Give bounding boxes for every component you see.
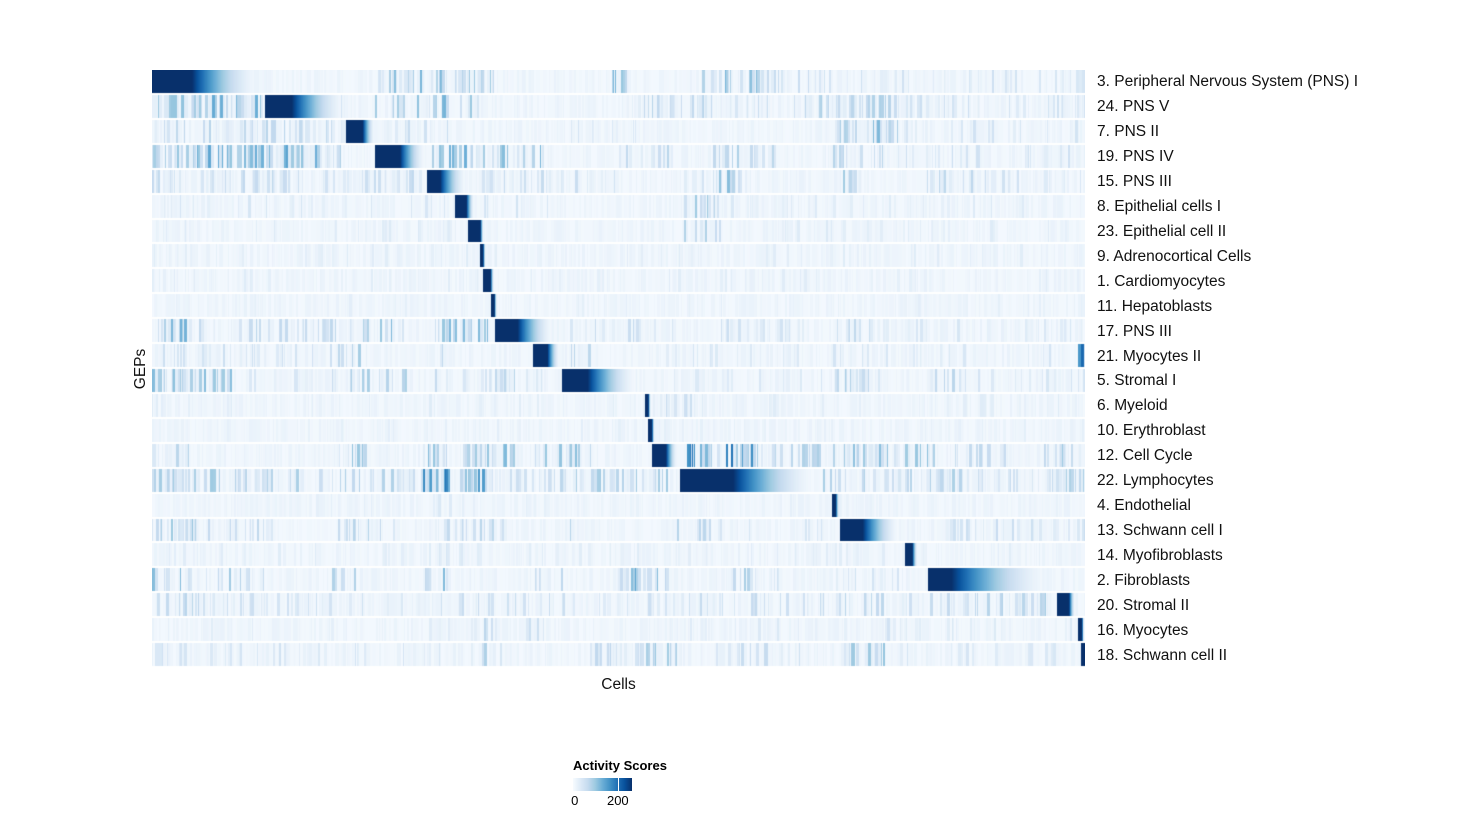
- row-label: 20. Stromal II: [1097, 596, 1190, 614]
- row-label: 18. Schwann cell II: [1097, 646, 1228, 664]
- row-label: 21. Myocytes II: [1097, 347, 1202, 365]
- colorbar-tick-label: 0: [571, 793, 579, 808]
- row-label: 7. PNS II: [1097, 123, 1160, 141]
- row-labels: 3. Peripheral Nervous System (PNS) I 24. …: [1097, 70, 1457, 668]
- row-label: 9. Adrenocortical Cells: [1097, 247, 1252, 265]
- row-label: 17. PNS III: [1097, 322, 1172, 340]
- row-label: 14. Myofibroblasts: [1097, 546, 1223, 564]
- row-label: 5. Stromal I: [1097, 372, 1177, 390]
- row-label: 15. PNS III: [1097, 173, 1172, 191]
- colorbar-tick: [617, 778, 620, 791]
- row-label: 2. Fibroblasts: [1097, 571, 1191, 589]
- row-label: 4. Endothelial: [1097, 497, 1191, 515]
- row-label: 23. Epithelial cell II: [1097, 222, 1227, 240]
- row-label: 10. Erythroblast: [1097, 422, 1206, 440]
- x-axis-label: Cells: [601, 676, 636, 693]
- row-label: 24. PNS V: [1097, 98, 1170, 116]
- colorbar-legend: Activity Scores 0 200: [571, 758, 713, 808]
- row-label: 6. Myeloid: [1097, 397, 1168, 415]
- colorbar-tick-labels: 0 200: [571, 793, 632, 808]
- colorbar-title: Activity Scores: [573, 758, 667, 773]
- row-label: 12. Cell Cycle: [1097, 447, 1193, 465]
- row-label: 1. Cardiomyocytes: [1097, 272, 1226, 290]
- row-label: 22. Lymphocytes: [1097, 472, 1214, 490]
- row-label: 16. Myocytes: [1097, 621, 1189, 639]
- row-label: 19. PNS IV: [1097, 148, 1174, 166]
- row-label: 8. Epithelial cells I: [1097, 198, 1222, 216]
- colorbar-tick-label: 200: [606, 793, 629, 808]
- heatmap-canvas: [152, 70, 1085, 668]
- row-label: 13. Schwann cell I: [1097, 521, 1223, 539]
- y-axis-label: GEPs: [132, 348, 149, 390]
- row-label: 11. Hepatoblasts: [1097, 297, 1213, 315]
- row-label: 3. Peripheral Nervous System (PNS) I: [1097, 73, 1359, 91]
- colorbar-gradient: [573, 778, 632, 791]
